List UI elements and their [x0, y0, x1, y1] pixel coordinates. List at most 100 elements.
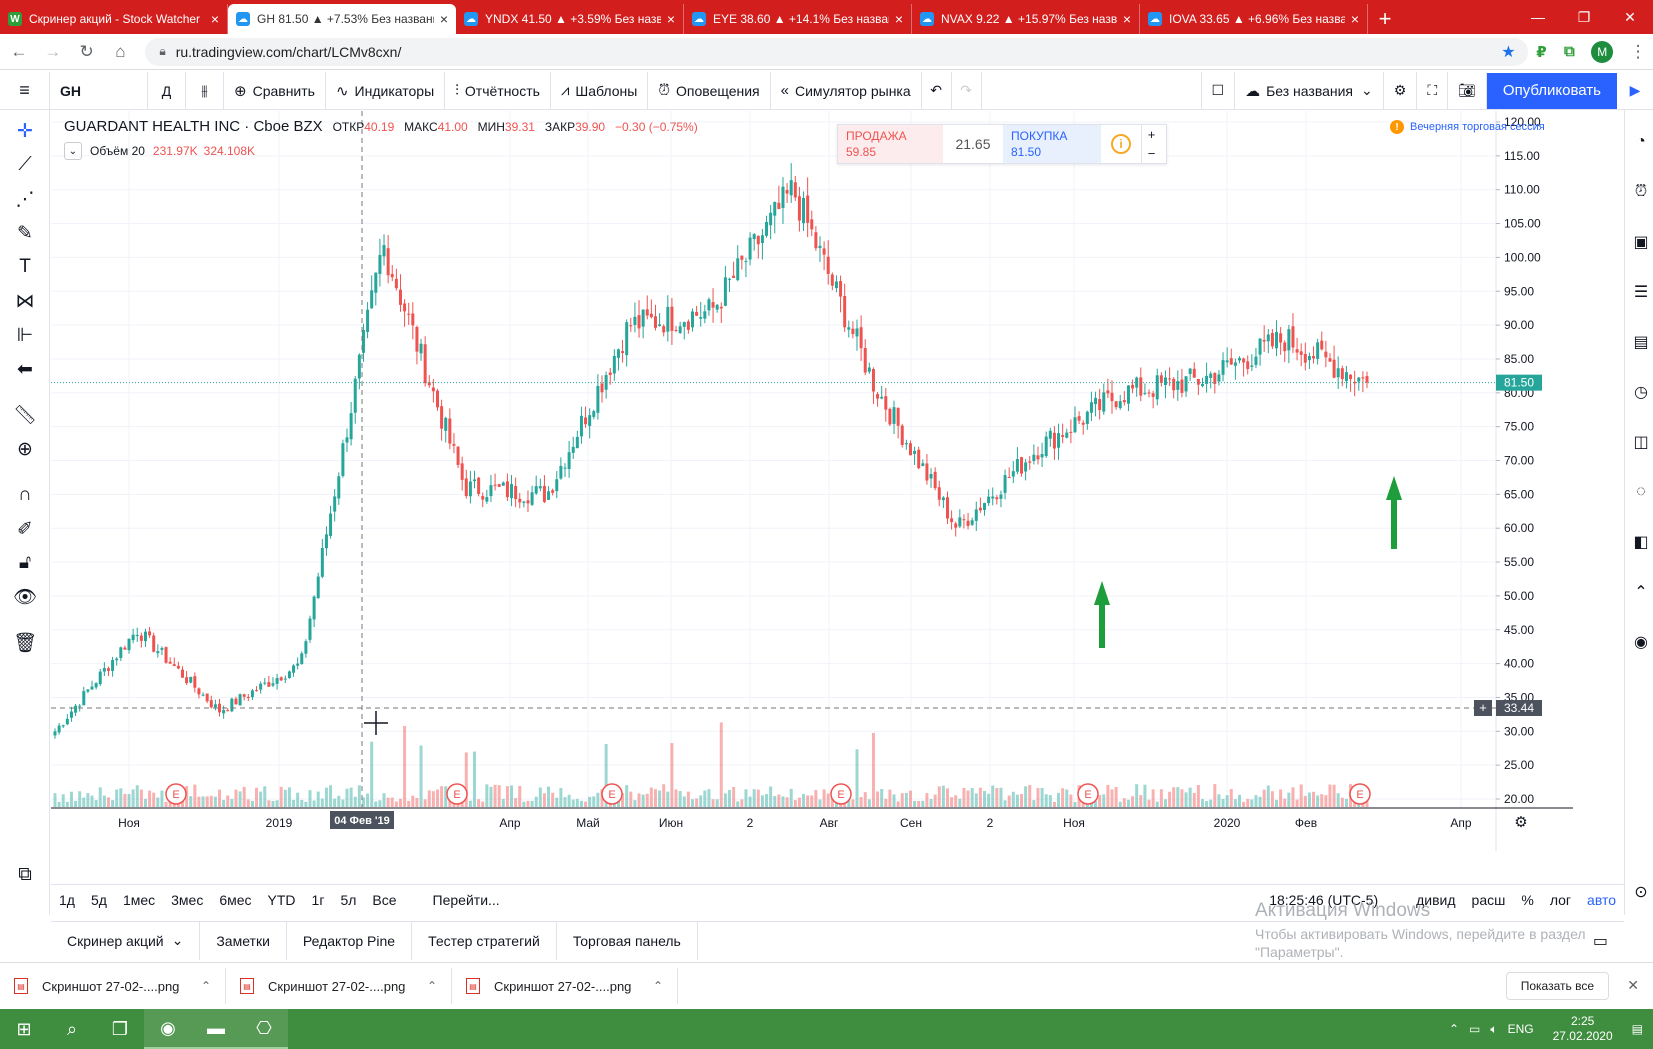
scale-settings-gear-icon[interactable]: ⚙: [1514, 814, 1527, 831]
templates-button[interactable]: ⩘ Шаблоны: [551, 71, 649, 110]
interval-button[interactable]: Д: [148, 71, 186, 110]
magnet-icon[interactable]: ∩: [18, 484, 32, 505]
ruler-icon[interactable]: 📏︎: [12, 405, 38, 426]
lock-drawing-icon[interactable]: ✐: [17, 518, 33, 540]
watchlist-icon[interactable]: ◔: [1636, 133, 1646, 150]
range-1d-button[interactable]: 1д: [59, 891, 75, 908]
new-tab-button[interactable]: +: [1378, 6, 1392, 31]
browser-tab[interactable]: ☁ IOVA 33.65 ▲ +6.96% Без названия ×: [1140, 4, 1368, 34]
taskbar-clock[interactable]: 2:25 27.02.2020: [1553, 1014, 1613, 1044]
maximize-panel-icon[interactable]: ▭: [1592, 932, 1608, 950]
browser-tab[interactable]: W Скринер акций - Stock Watcher ×: [0, 4, 228, 34]
back-arrow-tool-icon[interactable]: ⬅: [17, 358, 33, 380]
text-tool-icon[interactable]: T: [19, 256, 31, 277]
download-item[interactable]: ▤ Скриншот 27-02-....png ⌃: [452, 968, 678, 1004]
back-arrow-icon[interactable]: ←: [10, 41, 28, 61]
browser-tab[interactable]: ☁ YNDX 41.50 ▲ +3.59% Без названия ×: [456, 4, 684, 34]
maximize-icon[interactable]: ❐: [1577, 8, 1591, 25]
earnings-marker[interactable]: [1349, 783, 1371, 805]
calendar-icon[interactable]: ▤: [1633, 334, 1649, 351]
publish-button[interactable]: Опубликовать: [1486, 72, 1617, 109]
plus-icon[interactable]: +: [1147, 127, 1156, 142]
network-icon[interactable]: ▭: [1469, 1022, 1481, 1036]
chart-type-candles-icon[interactable]: ⫵: [186, 71, 224, 110]
windows-start-icon[interactable]: ⊞: [16, 1018, 32, 1039]
redo-icon[interactable]: ↷: [952, 71, 982, 110]
volume-icon[interactable]: 🔈︎: [1490, 1021, 1498, 1036]
notifications-icon[interactable]: ◧: [1633, 534, 1649, 551]
search-icon[interactable]: ⌕: [66, 1018, 78, 1039]
minimize-icon[interactable]: —: [1531, 9, 1545, 25]
settings-gear-icon[interactable]: ⚙: [1384, 71, 1418, 110]
play-circle-icon[interactable]: ▶: [1629, 82, 1641, 98]
chat-icon[interactable]: ◫: [1633, 434, 1649, 451]
order-panel-icon[interactable]: ⌃: [1634, 584, 1648, 601]
profile-avatar[interactable]: M: [1591, 40, 1614, 63]
show-all-downloads-button[interactable]: Показать все: [1505, 972, 1609, 1000]
close-tab-icon[interactable]: ×: [894, 11, 903, 27]
chevron-up-icon[interactable]: ⌃: [426, 979, 437, 993]
zoom-in-icon[interactable]: ⊕: [17, 438, 33, 460]
range-5d-button[interactable]: 5д: [90, 891, 107, 908]
ideas-icon[interactable]: ◷: [1634, 384, 1648, 401]
close-tab-icon[interactable]: ×: [1350, 11, 1359, 27]
extended-hours-toggle[interactable]: расш: [1471, 891, 1506, 908]
session-status[interactable]: ! Вечерняя торговая сессия: [1390, 120, 1545, 134]
tray-chevron-icon[interactable]: ⌃: [1448, 1022, 1460, 1036]
file-explorer-icon[interactable]: ▬: [192, 1009, 240, 1049]
language-indicator[interactable]: ENG: [1507, 1022, 1534, 1036]
dom-icon[interactable]: ◉: [1634, 634, 1648, 651]
tab-pine-editor[interactable]: Редактор Pine: [287, 921, 413, 960]
close-tab-icon[interactable]: ×: [210, 11, 219, 27]
earnings-marker[interactable]: [446, 783, 468, 805]
hamburger-menu-icon[interactable]: ≡: [0, 71, 50, 110]
tab-notes[interactable]: Заметки: [200, 921, 287, 960]
replay-button[interactable]: « Симулятор рынка: [771, 71, 922, 110]
prediction-icon[interactable]: ⊩: [16, 324, 34, 346]
browser-tab[interactable]: ☁ EYE 38.60 ▲ +14.1% Без названия ×: [684, 4, 912, 34]
earnings-marker[interactable]: [830, 783, 852, 805]
range-5y-button[interactable]: 5л: [340, 891, 357, 908]
bookmark-star-icon[interactable]: ★: [1501, 43, 1516, 61]
hotlist-icon[interactable]: ☰: [1633, 284, 1649, 301]
close-tab-icon[interactable]: ×: [1122, 11, 1131, 27]
camera-icon[interactable]: 📷︎: [1448, 71, 1487, 110]
undo-icon[interactable]: ↶: [922, 71, 952, 110]
chevron-up-icon[interactable]: ⌃: [200, 979, 211, 993]
price-chart[interactable]: 120.00 115.00 110.00 105.00 100.00 95.00 90.00…: [51, 111, 1573, 851]
forward-arrow-icon[interactable]: →: [44, 41, 62, 61]
data-window-icon[interactable]: ▣: [1633, 234, 1649, 251]
compare-button[interactable]: ⊕ Сравнить: [224, 71, 326, 110]
earnings-marker[interactable]: [165, 783, 187, 805]
browser-menu-icon[interactable]: ⋮: [1629, 41, 1647, 61]
close-window-icon[interactable]: ✕: [1624, 8, 1636, 25]
extension-icon[interactable]: ⧉: [1564, 43, 1575, 60]
url-input[interactable]: 🔒︎ ru.tradingview.com/chart/LCMv8cxn/ ★: [145, 37, 1528, 66]
chevron-up-icon[interactable]: ⌃: [652, 979, 663, 993]
browser-tab[interactable]: ☁ NVAX 9.22 ▲ +15.97% Без названия ×: [912, 4, 1140, 34]
download-item[interactable]: ▤ Скриншот 27-02-....png ⌃: [0, 968, 226, 1004]
home-icon[interactable]: ⌂: [115, 41, 126, 61]
help-icon[interactable]: ⊙: [1634, 884, 1648, 901]
ruble-extension-icon[interactable]: ₽: [1536, 43, 1547, 61]
earnings-marker[interactable]: [601, 783, 623, 805]
alerts-button[interactable]: ⏰︎ Оповещения: [648, 71, 771, 110]
range-all-button[interactable]: Все: [372, 891, 397, 908]
quantity-stepper[interactable]: + −: [1141, 125, 1161, 163]
eye-icon[interactable]: 👁︎: [12, 587, 38, 608]
info-button[interactable]: i: [1101, 125, 1141, 163]
browser-tab-active[interactable]: ☁ GH 81.50 ▲ +7.53% Без названия ×: [228, 4, 456, 34]
close-tab-icon[interactable]: ×: [666, 11, 675, 27]
chrome-app-icon[interactable]: ◉: [144, 1009, 192, 1049]
range-ytd-button[interactable]: YTD: [267, 891, 296, 908]
range-3m-button[interactable]: 3мес: [171, 891, 204, 908]
pattern-icon[interactable]: ⋈: [15, 290, 35, 312]
dividends-toggle[interactable]: дивид: [1416, 891, 1456, 908]
financials-button[interactable]: ⫶ Отчётность: [445, 71, 551, 110]
alerts-panel-icon[interactable]: ⏰︎: [1634, 183, 1648, 200]
collapse-legend-icon[interactable]: ⌄: [64, 142, 82, 160]
fib-tool-icon[interactable]: ⋰: [15, 188, 35, 210]
indicators-button[interactable]: ∿ Индикаторы: [326, 71, 446, 110]
pdf-app-icon[interactable]: ⎔: [240, 1009, 288, 1049]
earnings-marker[interactable]: [1077, 783, 1099, 805]
